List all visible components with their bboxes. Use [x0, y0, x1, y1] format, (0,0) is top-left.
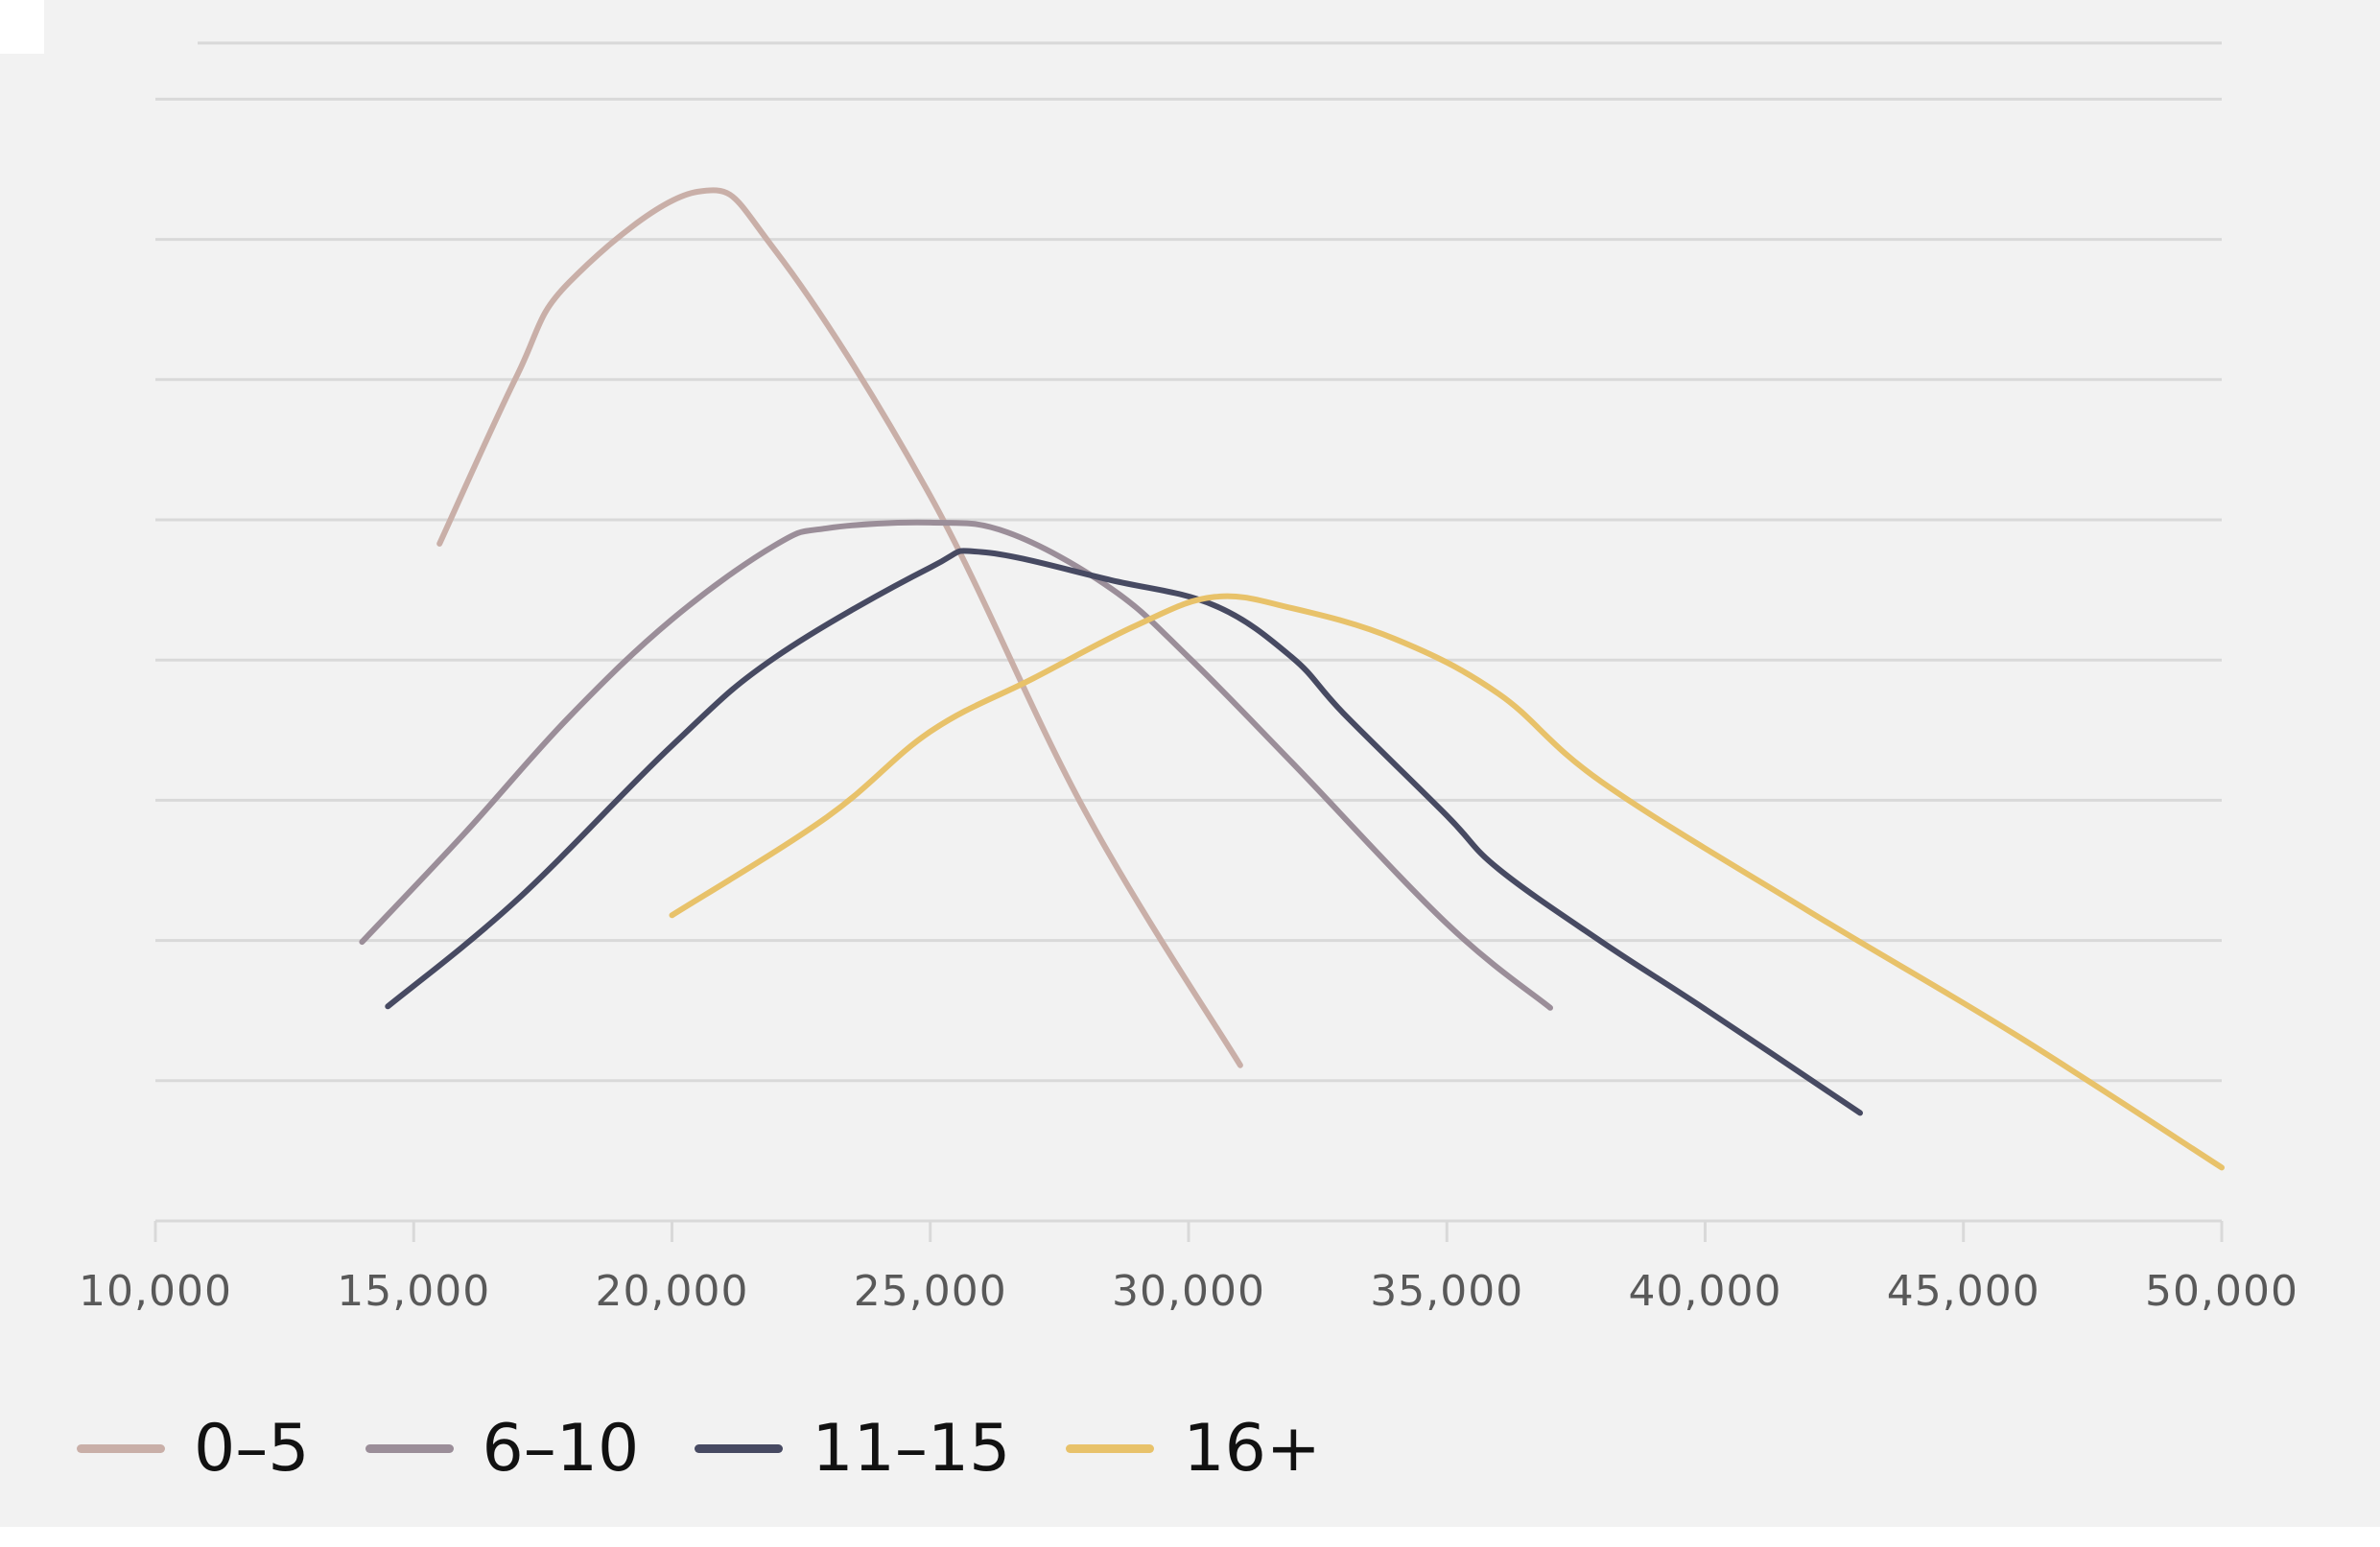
x-tick-label: 35,000	[1370, 1267, 1523, 1316]
legend: 0–5 6–10 11–15 16+	[77, 1410, 1377, 1487]
legend-swatch	[695, 1443, 784, 1453]
legend-item: 11–15	[695, 1411, 1010, 1487]
series-line-3	[385, 548, 1863, 1116]
legend-item: 16+	[1066, 1411, 1321, 1487]
legend-item: 0–5	[77, 1411, 310, 1487]
gridlines	[155, 41, 2222, 1083]
legend-item: 6–10	[365, 1410, 640, 1487]
x-tick-label: 10,000	[79, 1267, 232, 1316]
legend-label: 6–10	[482, 1410, 640, 1487]
series-lines	[359, 187, 2225, 1171]
x-tick-label: 30,000	[1112, 1267, 1265, 1316]
corner-box	[0, 0, 44, 54]
legend-swatch	[365, 1443, 454, 1453]
x-tick-label: 20,000	[596, 1267, 749, 1316]
series-line-4	[669, 593, 2225, 1171]
x-tick-label: 40,000	[1629, 1267, 1782, 1316]
legend-swatch	[77, 1443, 165, 1453]
x-tick-label: 15,000	[337, 1267, 490, 1316]
legend-label: 16+	[1183, 1410, 1321, 1487]
x-axis: 10,000 15,000 20,000 25,000 30,000 35,000 40,0…	[79, 1219, 2298, 1316]
series-line-2	[359, 519, 1553, 1011]
legend-swatch	[1066, 1443, 1155, 1453]
x-tick-label: 45,000	[1887, 1267, 2040, 1316]
x-tick-label: 50,000	[2145, 1267, 2298, 1316]
legend-label: 0–5	[194, 1410, 310, 1487]
legend-label: 11–15	[812, 1410, 1011, 1487]
x-tick-label: 25,000	[854, 1267, 1007, 1316]
series-line-1	[436, 187, 1243, 1068]
